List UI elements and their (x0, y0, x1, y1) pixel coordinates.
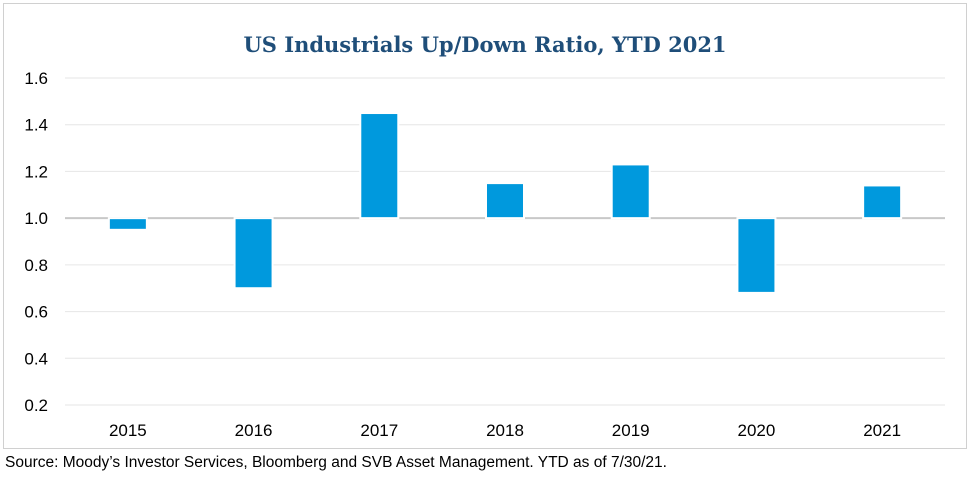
gridlines (65, 77, 945, 406)
y-tick-label: 0.8 (24, 256, 48, 275)
y-tick-label: 1.2 (24, 162, 48, 181)
y-tick-label: 1.4 (24, 116, 48, 135)
y-tick-label: 0.2 (24, 396, 48, 415)
y-tick-label: 1.6 (24, 69, 48, 88)
x-tick-label-2015: 2015 (109, 421, 147, 440)
x-tick-label-2021: 2021 (863, 421, 901, 440)
bar-2018 (485, 182, 525, 220)
y-tick-label: 0.4 (24, 349, 48, 368)
bar-2021 (862, 184, 903, 220)
source-note: Source: Moody’s Investor Services, Bloom… (5, 454, 667, 471)
bar-chart: US Industrials Up/Down Ratio, YTD 2021 0… (24, 32, 945, 440)
bars (107, 112, 903, 294)
y-axis-ticks: 0.2 0.4 0.6 0.8 1.0 1.2 1.4 1.6 (24, 69, 48, 415)
bar-2015 (107, 217, 148, 231)
bar-2020 (736, 217, 777, 294)
bar-2016 (233, 217, 274, 290)
y-tick-label: 0.6 (24, 303, 48, 322)
x-tick-label-2016: 2016 (235, 421, 273, 440)
x-tick-label-2020: 2020 (738, 421, 776, 440)
chart-title: US Industrials Up/Down Ratio, YTD 2021 (243, 32, 726, 57)
x-tick-label-2017: 2017 (360, 421, 398, 440)
bar-2019 (610, 163, 651, 220)
chart-frame: US Industrials Up/Down Ratio, YTD 2021 0… (3, 3, 967, 449)
bar-2017 (359, 112, 400, 220)
x-tick-label-2019: 2019 (612, 421, 650, 440)
y-tick-label: 1.0 (24, 209, 48, 228)
x-axis-ticks: 2015 2016 2017 2018 2019 2020 2021 (109, 421, 901, 440)
x-tick-label-2018: 2018 (486, 421, 524, 440)
